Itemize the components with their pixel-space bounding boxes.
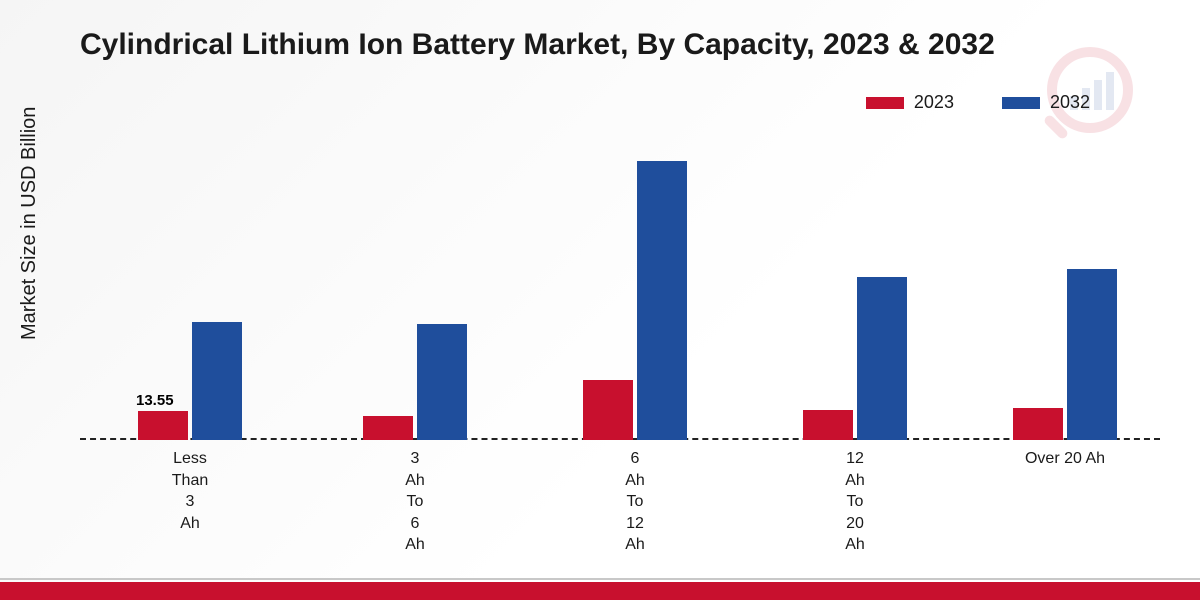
bar bbox=[637, 161, 687, 440]
bar bbox=[803, 410, 853, 440]
legend: 2023 2032 bbox=[866, 92, 1090, 113]
bar bbox=[583, 380, 633, 440]
x-axis-category-label: 6 Ah To 12 Ah bbox=[625, 448, 645, 556]
x-axis-category-label: Over 20 Ah bbox=[1025, 448, 1105, 470]
legend-swatch-2023 bbox=[866, 97, 904, 109]
legend-swatch-2032 bbox=[1002, 97, 1040, 109]
footer-bar bbox=[0, 582, 1200, 600]
x-axis-category-label: Less Than 3 Ah bbox=[172, 448, 208, 534]
bar bbox=[417, 324, 467, 440]
legend-item-2023: 2023 bbox=[866, 92, 954, 113]
x-axis-category-label: 12 Ah To 20 Ah bbox=[845, 448, 865, 556]
bar bbox=[857, 277, 907, 440]
bar bbox=[192, 322, 242, 440]
y-axis-label: Market Size in USD Billion bbox=[18, 107, 41, 340]
chart-title: Cylindrical Lithium Ion Battery Market, … bbox=[80, 28, 995, 62]
bar bbox=[363, 416, 413, 440]
legend-label: 2032 bbox=[1050, 92, 1090, 113]
chart-plot-area: 13.55 bbox=[80, 140, 1160, 440]
legend-label: 2023 bbox=[914, 92, 954, 113]
legend-item-2032: 2032 bbox=[1002, 92, 1090, 113]
bar bbox=[1067, 269, 1117, 440]
bar bbox=[1013, 408, 1063, 440]
footer-divider bbox=[0, 578, 1200, 580]
bar-value-label: 13.55 bbox=[136, 392, 174, 409]
x-axis-category-label: 3 Ah To 6 Ah bbox=[405, 448, 425, 556]
x-axis-labels: Less Than 3 Ah 3 Ah To 6 Ah 6 Ah To 12 Ah 1… bbox=[80, 440, 1160, 560]
bar bbox=[138, 411, 188, 440]
